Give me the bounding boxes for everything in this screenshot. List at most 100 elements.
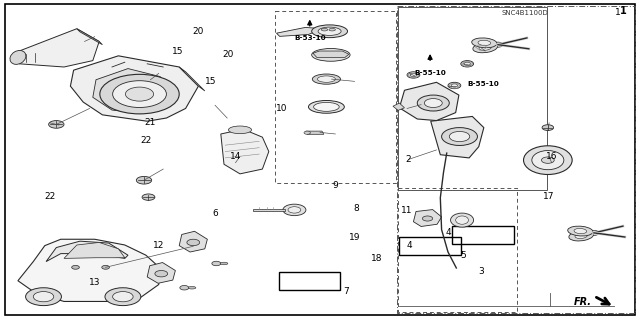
Polygon shape: [46, 241, 128, 262]
Circle shape: [475, 44, 488, 50]
Circle shape: [113, 292, 133, 302]
Circle shape: [417, 95, 449, 111]
Circle shape: [478, 46, 484, 49]
Ellipse shape: [479, 45, 492, 50]
Polygon shape: [221, 129, 269, 174]
Bar: [452, 226, 514, 244]
Text: 1: 1: [616, 8, 621, 17]
Polygon shape: [431, 116, 484, 158]
Ellipse shape: [228, 126, 252, 134]
Ellipse shape: [321, 28, 328, 31]
Ellipse shape: [317, 76, 335, 82]
Polygon shape: [77, 29, 102, 45]
Ellipse shape: [312, 48, 350, 61]
Bar: [397, 6, 635, 313]
Circle shape: [100, 74, 179, 114]
Text: 20: 20: [193, 27, 204, 36]
Polygon shape: [399, 82, 459, 121]
Text: 20: 20: [222, 50, 234, 59]
Text: 4: 4: [445, 228, 451, 237]
Text: 21: 21: [144, 118, 156, 127]
Ellipse shape: [314, 102, 339, 111]
Circle shape: [136, 176, 152, 184]
Circle shape: [464, 62, 470, 65]
Bar: [398, 188, 517, 312]
Bar: [399, 237, 461, 255]
Ellipse shape: [10, 50, 26, 64]
Ellipse shape: [532, 151, 564, 170]
Circle shape: [448, 82, 461, 89]
Text: 6: 6: [212, 209, 218, 218]
Polygon shape: [64, 242, 125, 258]
Polygon shape: [306, 131, 324, 134]
Text: SNC4B1100D: SNC4B1100D: [501, 10, 548, 16]
Ellipse shape: [456, 216, 468, 224]
Bar: [398, 7, 547, 190]
Circle shape: [155, 271, 168, 277]
Circle shape: [288, 207, 301, 213]
Text: 1: 1: [620, 6, 627, 16]
Circle shape: [449, 131, 470, 142]
Polygon shape: [253, 209, 285, 211]
Text: 12: 12: [153, 241, 164, 250]
Ellipse shape: [329, 28, 335, 31]
Circle shape: [422, 216, 433, 221]
Polygon shape: [18, 239, 160, 301]
Circle shape: [26, 288, 61, 306]
Circle shape: [410, 73, 417, 77]
Bar: [275, 11, 396, 183]
Polygon shape: [313, 51, 349, 57]
Text: 22: 22: [140, 136, 152, 145]
Text: 13: 13: [89, 278, 100, 287]
Polygon shape: [276, 27, 318, 36]
Ellipse shape: [312, 25, 348, 38]
Text: 2: 2: [406, 155, 411, 164]
Polygon shape: [179, 231, 207, 252]
Ellipse shape: [568, 226, 593, 236]
Text: 16: 16: [546, 152, 557, 161]
Ellipse shape: [312, 74, 340, 84]
Circle shape: [493, 42, 503, 47]
Ellipse shape: [472, 38, 497, 48]
Text: 10: 10: [276, 104, 287, 113]
Circle shape: [187, 239, 200, 246]
Circle shape: [442, 128, 477, 145]
Text: 22: 22: [44, 192, 56, 201]
Circle shape: [461, 61, 474, 67]
Circle shape: [542, 125, 554, 130]
Text: B-55-10: B-55-10: [414, 70, 446, 76]
Ellipse shape: [478, 40, 491, 45]
Circle shape: [589, 230, 599, 235]
Circle shape: [541, 157, 554, 163]
Circle shape: [451, 84, 458, 87]
Polygon shape: [413, 210, 442, 226]
Text: 8: 8: [354, 204, 359, 213]
Ellipse shape: [318, 27, 341, 35]
Ellipse shape: [575, 233, 588, 239]
Text: 9: 9: [333, 181, 338, 189]
Text: FR.: FR.: [573, 297, 591, 307]
Ellipse shape: [308, 100, 344, 113]
Polygon shape: [93, 69, 173, 113]
Ellipse shape: [524, 146, 572, 174]
Circle shape: [407, 72, 420, 78]
Circle shape: [113, 81, 166, 108]
Text: 14: 14: [230, 152, 241, 161]
Text: 17: 17: [543, 192, 555, 201]
Bar: [279, 272, 340, 290]
Circle shape: [105, 288, 141, 306]
Text: 4: 4: [407, 241, 412, 250]
Polygon shape: [147, 263, 175, 283]
Ellipse shape: [188, 286, 196, 289]
Text: 15: 15: [172, 47, 184, 56]
Circle shape: [102, 265, 109, 269]
Ellipse shape: [220, 262, 228, 265]
Circle shape: [304, 131, 310, 134]
Circle shape: [283, 204, 306, 216]
Polygon shape: [19, 29, 99, 67]
Ellipse shape: [569, 231, 593, 241]
Circle shape: [212, 261, 221, 266]
Polygon shape: [70, 56, 198, 121]
Circle shape: [33, 292, 54, 302]
Text: B-53-10: B-53-10: [294, 35, 326, 41]
